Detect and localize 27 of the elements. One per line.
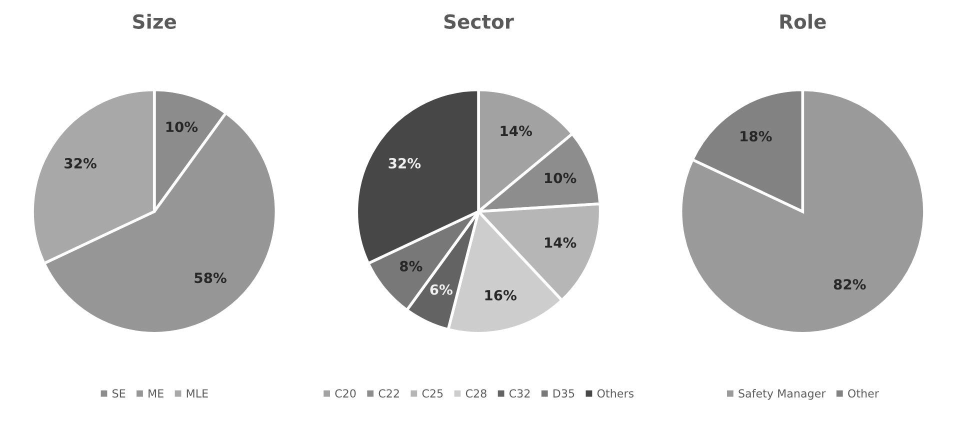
- legend-label: ME: [148, 389, 164, 398]
- legend-label: C25: [422, 389, 443, 398]
- data-label: 16%: [485, 290, 516, 300]
- legend-label: C32: [509, 389, 530, 398]
- data-label: 10%: [545, 172, 576, 184]
- chart-title: Size: [133, 14, 176, 29]
- data-label: 10%: [166, 122, 198, 132]
- legend-label: Safety Manager: [738, 389, 826, 400]
- legend-label: Others: [597, 389, 634, 398]
- legend-label: D35: [553, 389, 574, 398]
- legend-label: MLE: [186, 389, 208, 398]
- legend-label: C28: [466, 389, 486, 398]
- data-label: 14%: [500, 126, 532, 136]
- data-label: 14%: [545, 237, 576, 248]
- chart-title: Role: [780, 14, 826, 29]
- data-label: 58%: [194, 272, 226, 284]
- legend-label: Other: [848, 389, 879, 398]
- legend-label: SE: [112, 389, 126, 398]
- data-label: 6%: [430, 284, 452, 295]
- chart-title: Sector: [444, 14, 514, 29]
- data-label: 8%: [400, 260, 422, 272]
- legend-label: C20: [335, 389, 356, 398]
- data-label: 32%: [388, 158, 421, 169]
- data-label: 32%: [64, 158, 96, 169]
- data-label: 82%: [834, 279, 866, 290]
- data-label: 18%: [740, 130, 772, 142]
- legend-label: C22: [378, 389, 399, 398]
